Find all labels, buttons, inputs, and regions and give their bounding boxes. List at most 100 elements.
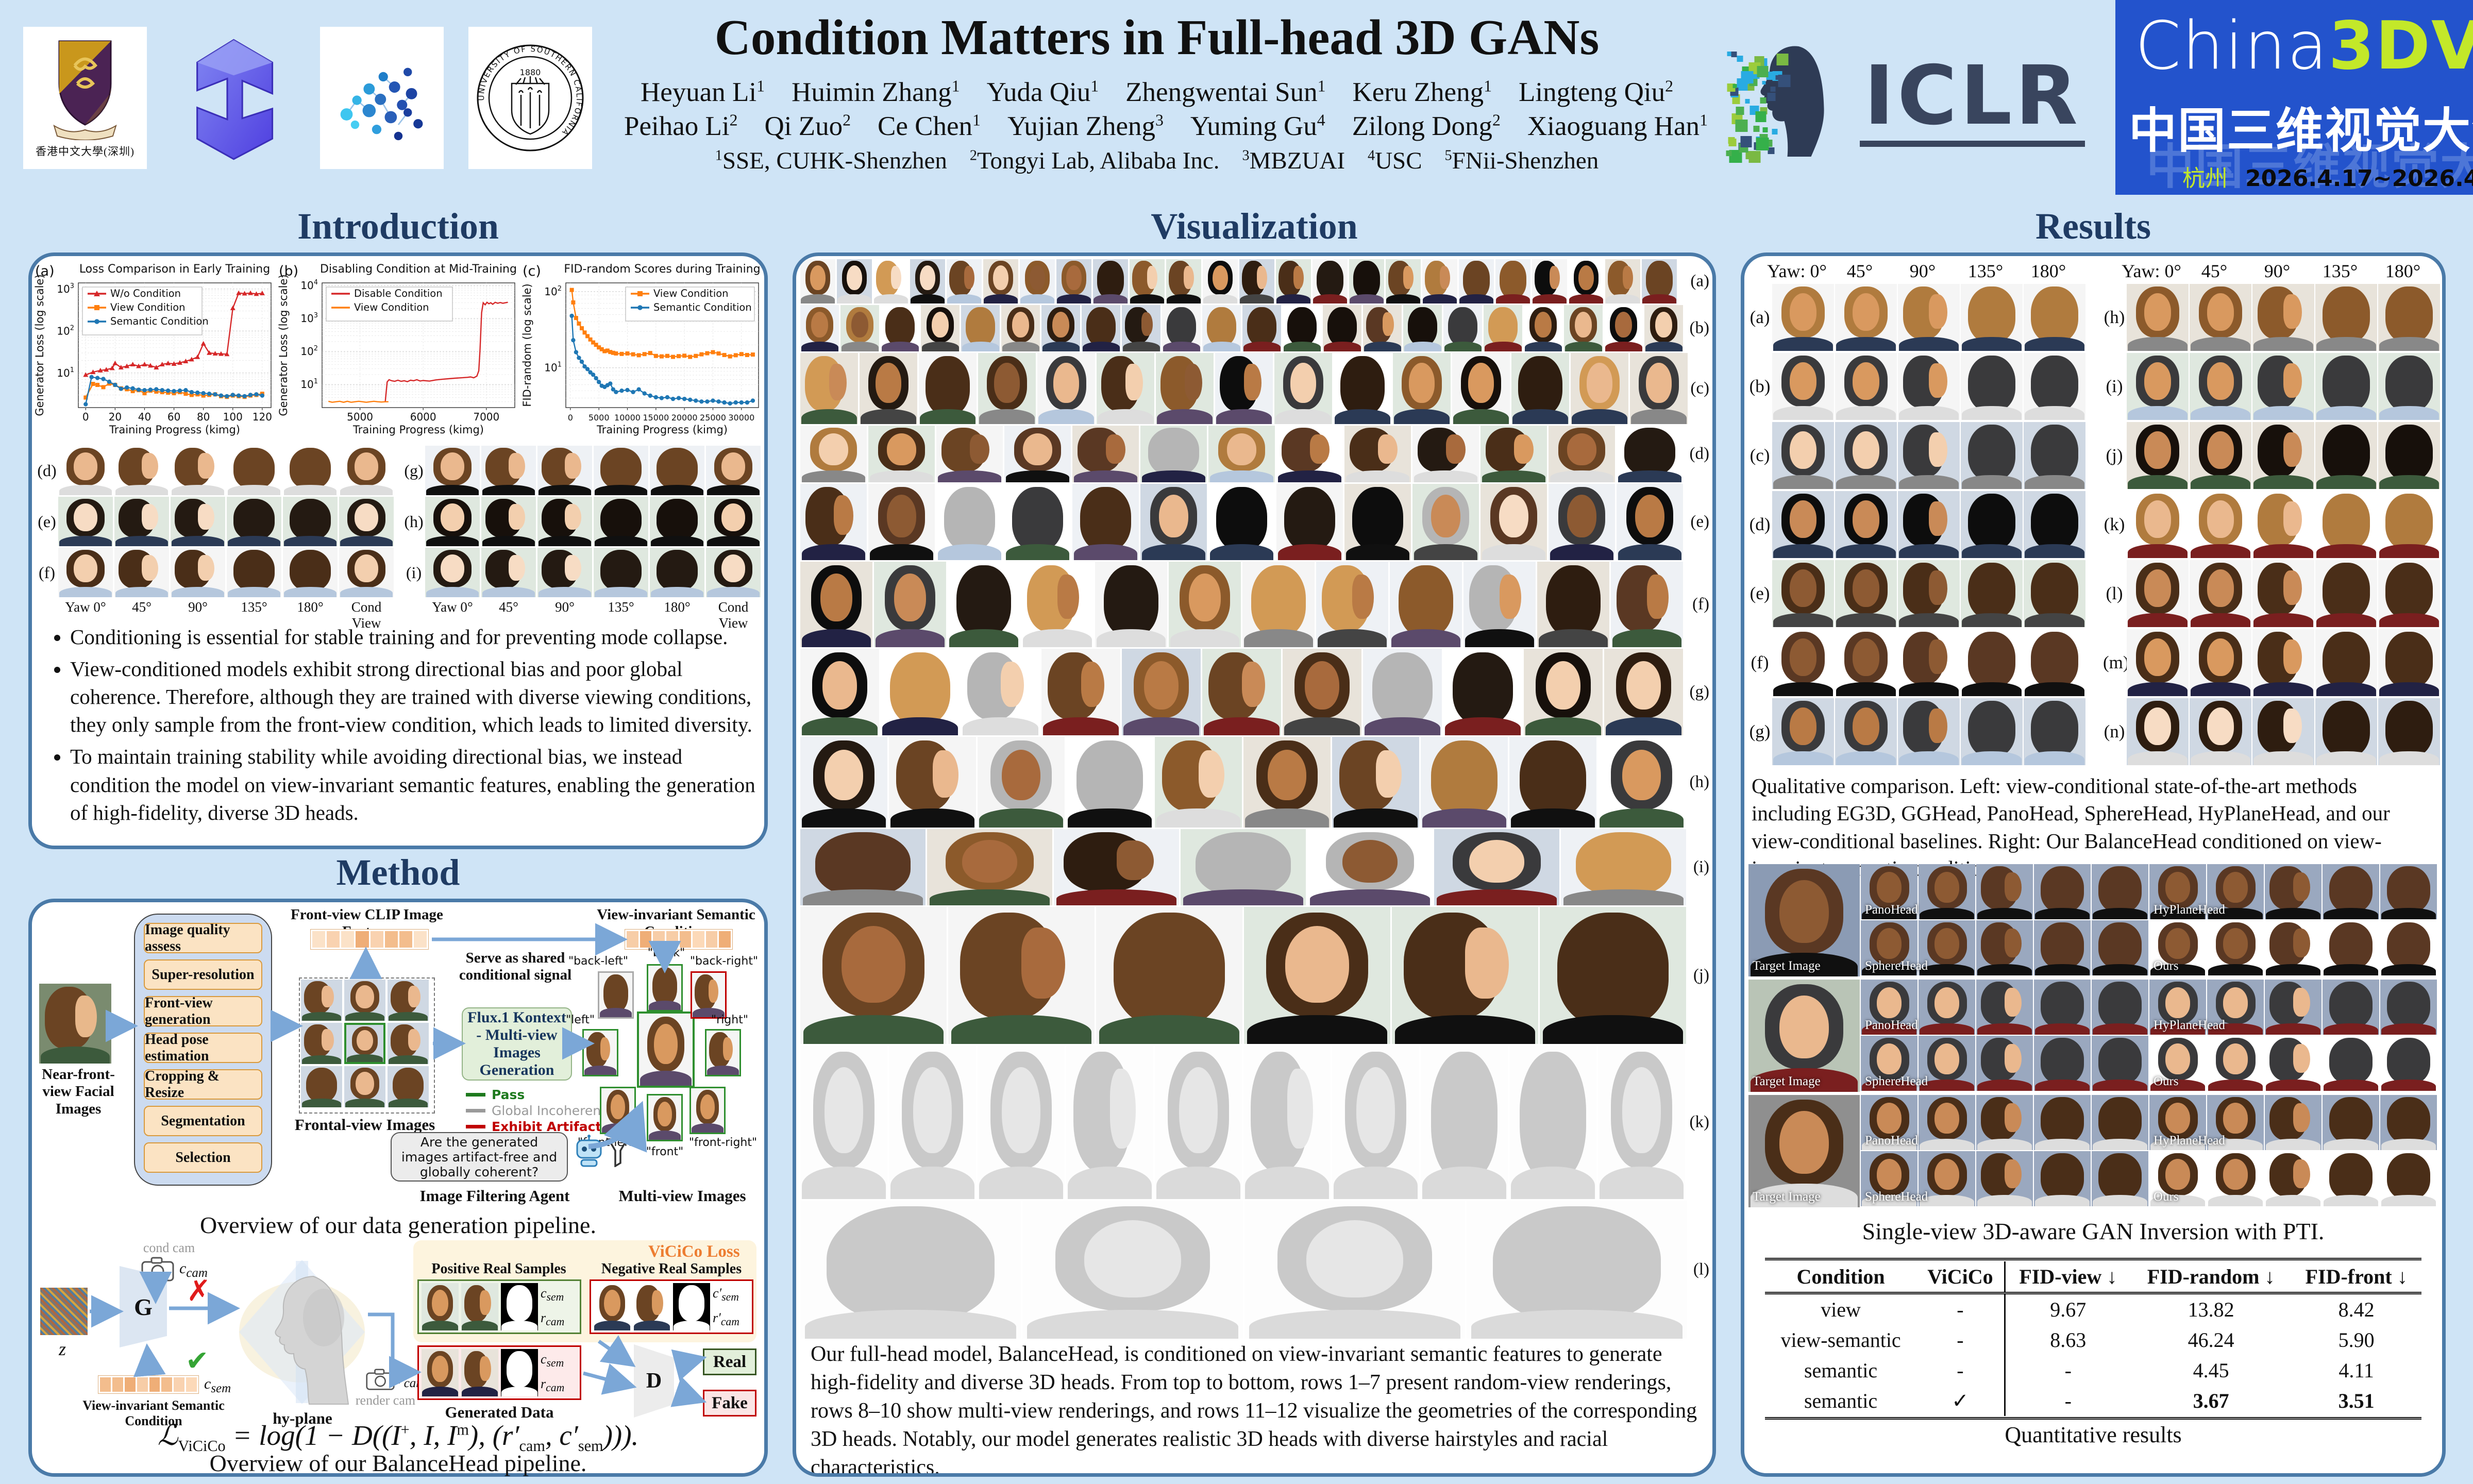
inversion-render — [1861, 864, 1917, 919]
face-tile — [1835, 353, 1897, 420]
face-tile — [1274, 353, 1332, 424]
face-tile — [2190, 422, 2251, 489]
face-tile — [1349, 259, 1384, 303]
inversion-render — [2092, 864, 2148, 919]
pipeline-step: Image quality assess — [144, 922, 262, 954]
face-tile — [1961, 560, 2023, 627]
face-tile — [1097, 353, 1154, 424]
face-tile — [1495, 259, 1530, 303]
face-tile — [2252, 698, 2314, 765]
result-row-letter: (g) — [1749, 721, 1771, 741]
vicico-loss-title: ViCiCo Loss — [648, 1242, 740, 1261]
inversion-render — [2034, 1036, 2091, 1091]
face-tile — [227, 446, 281, 495]
result-row-letter: (j) — [2106, 445, 2123, 465]
face-tile — [1276, 426, 1343, 482]
face-tile — [1242, 562, 1315, 647]
face-tile — [2252, 491, 2314, 558]
inversion-render — [1919, 980, 1975, 1035]
sample-symbols: c′sem r′cam — [713, 1285, 739, 1328]
inversion-render — [2265, 864, 2321, 919]
sample-symbols: csem rcam — [541, 1351, 565, 1394]
quantitative-table-wrap: Condition ViCiCo FID-view ↓ FID-random ↓ FID… — [1765, 1258, 2421, 1420]
geometry-tile — [800, 1201, 1021, 1339]
face-tile — [2315, 491, 2377, 558]
image-filtering-agent-label: Image Filtering Agent — [419, 1187, 570, 1205]
svg-text:30000: 30000 — [728, 413, 754, 423]
face-tile — [2378, 698, 2440, 765]
face-tile — [2190, 284, 2251, 351]
vis-row-letter: (g) — [1689, 682, 1709, 701]
face-tile — [1066, 737, 1153, 828]
yaw-axis-label: 180° — [664, 599, 691, 615]
face-tile — [1093, 259, 1128, 303]
author: Xiaoguang Han1 — [1527, 111, 1708, 141]
intro-grid-left: (d) (e) (f) Yaw 0° 45° 90° 135° 180° Cond View — [37, 446, 394, 631]
face-tile — [1540, 907, 1686, 1044]
negative-samples-box: c′sem r′cam — [590, 1279, 753, 1334]
author: Huimin Zhang1 — [792, 77, 960, 107]
face-tile — [1140, 426, 1207, 482]
face-tile — [1054, 829, 1179, 905]
face-tile — [1604, 649, 1683, 735]
affiliation-logos: 香港中文大學(深圳) — [23, 27, 592, 169]
inversion-render — [2380, 920, 2437, 975]
legend-entry: Global Incoherent — [466, 1103, 609, 1119]
face-tile — [283, 446, 338, 495]
inversion-render — [2034, 864, 2091, 919]
inversion-render — [2380, 980, 2437, 1035]
face-tile — [1898, 491, 1960, 558]
inversion-render — [1919, 1036, 1975, 1091]
result-row-letter: (n) — [2104, 721, 2125, 741]
visualization-row: (j) — [796, 907, 1712, 1044]
sample-face — [461, 1349, 498, 1396]
method-label: Ours — [2154, 1190, 2179, 1204]
geometry-tile — [1244, 1201, 1465, 1339]
inversion-render — [2323, 1151, 2379, 1206]
authors-row-2: Peihao Li2 Qi Zuo2 Ce Chen1 Yujian Zheng3 Yu… — [611, 111, 1708, 142]
tongyi-lab-logo — [172, 27, 295, 169]
table-cell: view — [1821, 1298, 1861, 1321]
face-tile — [2024, 629, 2085, 696]
c-cam-symbol: ccam — [179, 1260, 208, 1280]
yaw-tick: 135° — [2322, 261, 2358, 281]
visualization-row: (i) — [796, 829, 1712, 905]
yaw-axis-label: 45° — [132, 599, 152, 615]
yaw-axis-label: 90° — [188, 599, 208, 615]
accept-check-mark: ✔ — [186, 1344, 209, 1377]
face-tile — [948, 907, 1095, 1044]
affiliation: 4USC — [1368, 147, 1422, 174]
affiliations: 1SSE, CUHK-Shenzhen 2Tongyi Lab, Alibaba … — [611, 147, 1703, 175]
face-tile — [425, 548, 480, 597]
svg-text:0: 0 — [568, 413, 573, 423]
table-cell: - — [1957, 1328, 1964, 1352]
visualization-row: (b) — [796, 305, 1712, 351]
multiview-satellite — [647, 1094, 683, 1141]
face-tile — [1835, 491, 1897, 558]
intro-bullet: To maintain training stability while avo… — [70, 743, 756, 826]
yaw-axis-label: 180° — [297, 599, 324, 615]
face-tile — [1412, 484, 1479, 560]
vis-row-letter: (d) — [1689, 444, 1709, 463]
vis-row-letter: (k) — [1689, 1112, 1709, 1132]
multiview-satellite — [689, 1087, 726, 1134]
face-tile — [1203, 259, 1238, 303]
face-tile — [171, 446, 225, 495]
face-tile — [1961, 422, 2023, 489]
author: Zilong Dong2 — [1352, 111, 1501, 141]
preprocess-pipeline-box: Image quality assess Super-resolution Fron… — [134, 914, 272, 1186]
face-tile — [1835, 422, 1897, 489]
face-tile — [1961, 491, 2023, 558]
authors-row-1: Heyuan Li1 Huimin Zhang1 Yuda Qiu1 Zhengwen… — [611, 77, 1703, 108]
affiliation: 2Tongyi Lab, Alibaba Inc. — [969, 147, 1220, 174]
yaw-tick: 90° — [2264, 261, 2291, 281]
hyplane-head-figure — [239, 1260, 365, 1405]
author: Peihao Li2 — [624, 111, 738, 141]
face-tile — [706, 446, 761, 495]
affiliation: 1SSE, CUHK-Shenzhen — [715, 147, 947, 174]
face-tile — [1481, 484, 1547, 560]
multi-view-cluster: "back" "back-left" "back-right" "left" "righ… — [566, 947, 758, 1158]
face-tile — [1390, 562, 1462, 647]
section-title-results: Results — [2035, 206, 2151, 247]
